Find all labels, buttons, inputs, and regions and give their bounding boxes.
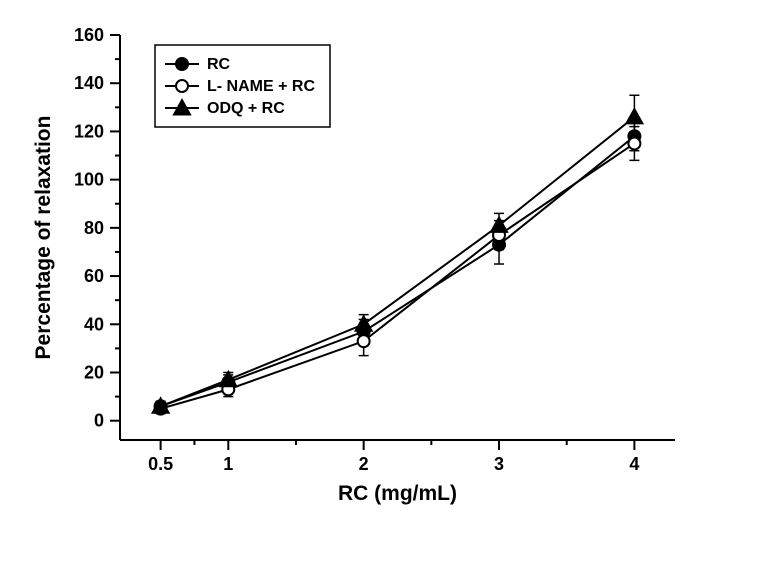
legend-label: L- NAME + RC xyxy=(207,78,315,95)
y-tick-label: 120 xyxy=(74,121,104,141)
y-tick-label: 160 xyxy=(74,25,104,45)
x-axis-title: RC (mg/mL) xyxy=(338,482,457,505)
x-tick-label: 2 xyxy=(359,454,369,474)
legend-label: RC xyxy=(207,56,231,73)
x-tick-label: 1 xyxy=(223,454,233,474)
legend: RC L- NAME + RC ODQ + RC xyxy=(155,45,330,127)
y-axis-title: Percentage of relaxation xyxy=(32,116,55,360)
relaxation-chart: 0 20 40 60 80 100 120 140 160 Percentage of relax… xyxy=(0,0,763,567)
x-tick-label: 0.5 xyxy=(148,454,173,474)
x-tick-label: 4 xyxy=(629,454,639,474)
y-tick-label: 100 xyxy=(74,170,104,190)
y-tick-label: 0 xyxy=(94,411,104,431)
legend-label: ODQ + RC xyxy=(207,100,285,117)
y-tick-label: 140 xyxy=(74,73,104,93)
chart-container: 0 20 40 60 80 100 120 140 160 Percentage of relax… xyxy=(0,0,763,567)
y-tick-label: 80 xyxy=(84,218,104,238)
y-tick-label: 20 xyxy=(84,363,104,383)
y-tick-label: 60 xyxy=(84,266,104,286)
x-tick-label: 3 xyxy=(494,454,504,474)
y-tick-label: 40 xyxy=(84,314,104,334)
